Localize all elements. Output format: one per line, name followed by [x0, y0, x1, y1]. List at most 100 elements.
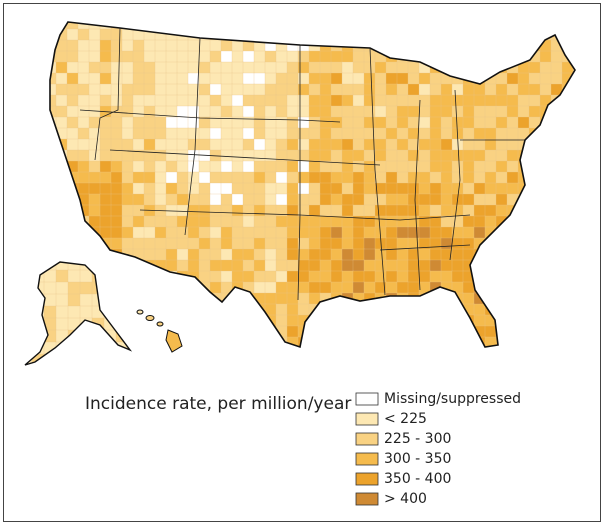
county-cell: [440, 138, 453, 151]
county-cell: [286, 160, 299, 173]
county-cell: [308, 61, 321, 74]
county-cell: [154, 127, 167, 140]
county-cell: [396, 116, 409, 129]
legend-label: Missing/suppressed: [384, 391, 521, 407]
county-cell: [121, 83, 134, 96]
county-cell: [121, 72, 134, 85]
county-cell: [473, 314, 486, 327]
county-cell: [440, 226, 453, 239]
county-cell: [99, 160, 112, 173]
county-cell: [429, 127, 442, 140]
county-cell: [132, 61, 145, 74]
county-cell: [286, 303, 299, 316]
county-cell: [143, 83, 156, 96]
county-cell: [484, 105, 497, 118]
county-cell: [308, 116, 321, 129]
county-cell: [242, 127, 255, 140]
county-cell: [374, 248, 387, 261]
county-cell: [187, 105, 200, 118]
county-cell: [66, 127, 79, 140]
county-cell: [484, 325, 497, 338]
county-cell: [341, 193, 354, 206]
county-cell: [308, 226, 321, 239]
county-cell: [198, 270, 211, 283]
county-cell: [77, 61, 90, 74]
county-cell: [77, 94, 90, 107]
county-cell: [253, 94, 266, 107]
county-cell: [88, 28, 101, 41]
county-cell: [473, 83, 486, 96]
county-cell: [319, 204, 332, 217]
county-cell: [363, 226, 376, 239]
county-cell: [253, 215, 266, 228]
county-cell: [231, 237, 244, 250]
county-cell: [506, 127, 519, 140]
county-cell: [79, 281, 93, 295]
county-cell: [187, 50, 200, 63]
county-cell: [253, 226, 266, 239]
county-cell: [165, 215, 178, 228]
county-cell: [198, 160, 211, 173]
county-cell: [418, 182, 431, 195]
county-cell: [297, 292, 310, 305]
county-cell: [308, 138, 321, 151]
county-cell: [110, 171, 123, 184]
county-cell: [440, 193, 453, 206]
county-cell: [99, 28, 112, 41]
county-cell: [154, 116, 167, 129]
county-cell: [154, 61, 167, 74]
county-cell: [275, 248, 288, 261]
county-cell: [308, 105, 321, 118]
county-cell: [231, 259, 244, 272]
county-cell: [66, 28, 79, 41]
county-cell: [440, 171, 453, 184]
county-cell: [385, 215, 398, 228]
county-cell: [88, 83, 101, 96]
county-cell: [176, 116, 189, 129]
county-cell: [176, 127, 189, 140]
county-cell: [495, 72, 508, 85]
county-cell: [143, 171, 156, 184]
county-cell: [473, 226, 486, 239]
county-cell: [363, 83, 376, 96]
county-cell: [473, 171, 486, 184]
county-cell: [363, 94, 376, 107]
county-cell: [363, 215, 376, 228]
county-cell: [495, 149, 508, 162]
county-cell: [484, 116, 497, 129]
county-cell: [341, 105, 354, 118]
county-cell: [330, 116, 343, 129]
county-cell: [539, 61, 552, 74]
county-cell: [319, 72, 332, 85]
county-cell: [99, 226, 112, 239]
county-cell: [396, 193, 409, 206]
county-cell: [88, 72, 101, 85]
county-cell: [132, 127, 145, 140]
county-cell: [132, 83, 145, 96]
county-cell: [121, 28, 134, 41]
county-cell: [440, 116, 453, 129]
county-cell: [198, 116, 211, 129]
county-cell: [231, 138, 244, 151]
county-cell: [198, 259, 211, 272]
legend-label: 225 - 300: [384, 431, 451, 447]
county-cell: [77, 28, 90, 41]
county-cell: [67, 305, 81, 319]
county-cell: [407, 72, 420, 85]
county-cell: [121, 94, 134, 107]
county-cell: [286, 292, 299, 305]
county-cell: [209, 204, 222, 217]
county-cell: [330, 138, 343, 151]
county-cell: [319, 193, 332, 206]
county-cell: [396, 149, 409, 162]
county-cell: [286, 281, 299, 294]
county-cell: [308, 259, 321, 272]
county-cell: [418, 105, 431, 118]
county-cell: [396, 105, 409, 118]
county-cell: [198, 61, 211, 74]
county-cell: [165, 171, 178, 184]
county-cell: [385, 204, 398, 217]
county-cell: [495, 116, 508, 129]
county-cell: [121, 39, 134, 52]
county-cell: [429, 105, 442, 118]
